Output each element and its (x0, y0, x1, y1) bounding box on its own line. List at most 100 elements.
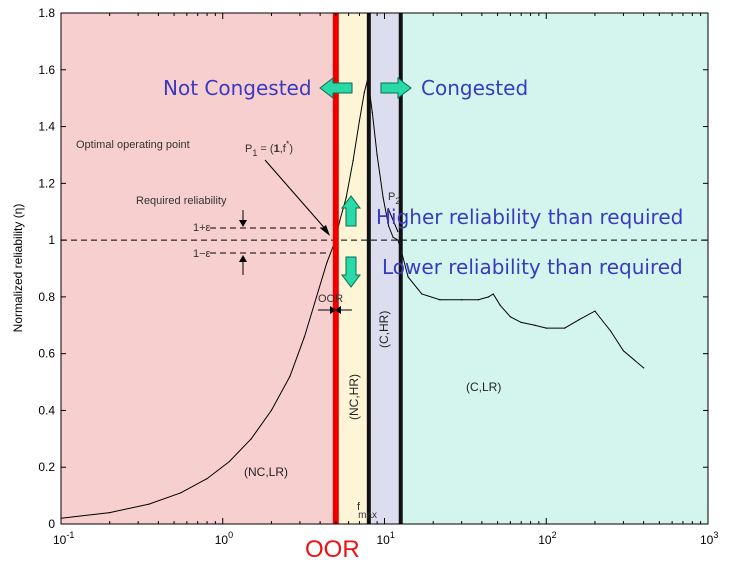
p2-pointer (387, 207, 399, 233)
region-0 (61, 13, 336, 524)
region-label-c-hr: (C,HR) (377, 311, 391, 348)
oor-arrow-right-head (335, 306, 341, 314)
p1-pointer (264, 159, 329, 233)
y-tick-label: 1.2 (38, 176, 55, 190)
region-label-c-lr: (C,LR) (466, 380, 501, 394)
required-reliability-label: Required reliability (136, 195, 227, 207)
fmax-sub: max (358, 510, 377, 521)
required-arrow-top-head (239, 220, 247, 227)
data-point (206, 477, 208, 480)
x-tick-base: 10 (53, 533, 67, 547)
x-tick-exponent: 1 (390, 530, 395, 540)
p1-f: ,f (280, 143, 287, 155)
oor-big-label: OOR (305, 536, 360, 563)
x-tick-exponent: -1 (66, 530, 74, 540)
data-point (461, 299, 463, 301)
axes: 00.20.40.60.811.21.41.61.810-1 100 101 102 1… (38, 6, 718, 547)
arrow-down-icon (341, 256, 361, 288)
data-point (250, 438, 252, 440)
x-tick-exponent: 2 (552, 530, 557, 540)
oor-small-label: OOR (318, 293, 343, 305)
data-point (371, 111, 373, 113)
data-point (180, 492, 182, 494)
x-tick-label: 102 (538, 530, 556, 547)
data-point (109, 512, 111, 514)
data-point (477, 299, 479, 301)
data-point (643, 367, 645, 369)
x-tick-base: 10 (538, 533, 552, 547)
p2-letter: P (388, 191, 395, 203)
data-point (520, 321, 522, 324)
p1-label: P1 = (1,f*) (245, 139, 293, 158)
data-point (407, 276, 409, 278)
data-point (594, 310, 596, 312)
one-minus-eps-label: 1−ε (193, 248, 211, 260)
region-3 (400, 13, 708, 524)
data-point (610, 330, 612, 332)
p1-letter: P (245, 143, 252, 155)
y-tick-label: 1.4 (38, 120, 55, 134)
y-tick-label: 0.4 (38, 403, 55, 417)
fmax-label: f max (357, 501, 377, 521)
data-point (326, 262, 328, 264)
x-tick-label: 100 (215, 530, 233, 547)
y-tick-label: 0.2 (38, 460, 55, 474)
data-point (387, 225, 390, 227)
region-2 (368, 13, 401, 524)
data-point (392, 236, 394, 238)
one-plus-eps-label: 1+ε (193, 222, 211, 234)
region-label-nc-hr: (NC,HR) (347, 374, 361, 420)
series-line-0 (61, 78, 644, 519)
data-point (397, 239, 399, 241)
data-point (622, 350, 625, 352)
data-point (578, 319, 580, 321)
congested-label: Congested (421, 76, 528, 100)
y-tick-label: 0.6 (38, 347, 55, 361)
data-point (228, 460, 231, 463)
data-point (303, 336, 306, 338)
p1-bold: 1 (274, 143, 280, 155)
data-point (289, 375, 291, 377)
x-tick-label: 10-1 (53, 530, 74, 547)
region-label-nc-lr: (NC,LR) (244, 465, 288, 479)
x-tick-base: 10 (215, 533, 229, 547)
data-point (352, 160, 354, 162)
y-tick-label: 1.8 (38, 6, 55, 20)
y-tick-label: 1.6 (38, 63, 55, 77)
data-point (421, 293, 423, 295)
x-tick-base: 10 (377, 533, 391, 547)
oor-arrow-left-head (330, 306, 336, 314)
p1-pointer-head (321, 225, 330, 236)
y-tick-label: 0 (48, 517, 55, 531)
data-point (499, 304, 501, 307)
y-tick-label: 1 (48, 233, 55, 247)
y-axis-label: Normalized reliability (η) (11, 204, 25, 333)
data-point (509, 316, 511, 318)
x-tick-exponent: 3 (713, 530, 718, 540)
data-point (345, 196, 347, 199)
optimal-point-label: Optimal operating point (76, 139, 190, 151)
data-point (492, 293, 494, 295)
data-point (564, 327, 566, 329)
p1-star: * (286, 139, 290, 149)
lower-reliability-label: Lower reliability than required (382, 255, 683, 279)
fmax-f: f (357, 501, 361, 513)
data-point (270, 409, 273, 412)
arrow-up-icon (341, 195, 361, 227)
x-tick-base: 10 (700, 533, 714, 547)
x-tick-exponent: 0 (228, 530, 233, 540)
x-tick-label: 101 (377, 530, 395, 547)
data-point (545, 327, 547, 329)
p2-subscript: 2 (395, 196, 400, 206)
data-point (358, 120, 361, 122)
data-point (439, 299, 441, 301)
arrow-right-icon (380, 76, 412, 100)
data-point (363, 91, 365, 94)
p1-close: ) (289, 143, 293, 155)
x-tick-label: 103 (700, 530, 718, 547)
p2-label: P2 (388, 191, 400, 206)
y-tick-label: 0.8 (38, 290, 55, 304)
series-layer (61, 77, 645, 519)
not-congested-label: Not Congested (163, 76, 312, 100)
